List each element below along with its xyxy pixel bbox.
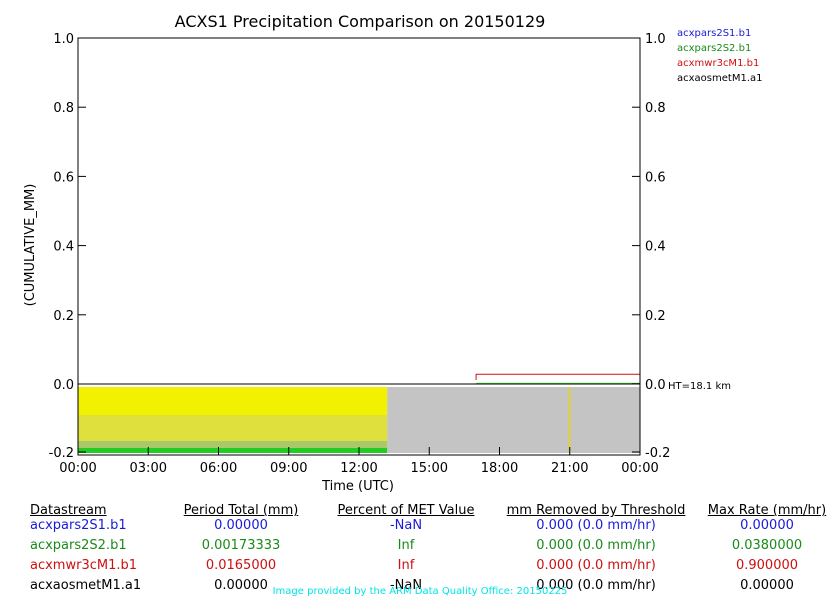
image-credit: Image provided by the ARM Data Quality O… [272,586,568,597]
table-header: Period Total (mm) [183,503,299,518]
x-tick-label: 09:00 [270,461,307,476]
green-fill-band [78,448,388,453]
table-cell: 0.00000 [740,518,794,533]
legend-entry: acxpars2S2.b1 [677,43,751,54]
x-tick-label: 12:00 [340,461,377,476]
right-y-tick-label: 0.6 [645,170,666,185]
table-cell: 0.900000 [735,558,799,573]
x-axis-label: Time (UTC) [321,479,394,494]
chart-title: ACXS1 Precipitation Comparison on 201501… [175,12,546,31]
series-line-acxmwr3cM1-b1 [475,373,640,380]
table-cell: -NaN [389,518,423,533]
x-tick-label: 00:00 [621,461,658,476]
y-tick-label: 0.8 [53,101,74,116]
legend-entry: acxpars2S1.b1 [677,28,751,39]
y-tick-label: -0.2 [49,446,74,461]
table-header: mm Removed by Threshold [506,503,686,518]
table-cell: 0.00000 [214,518,268,533]
legend-entry: acxmwr3cM1.b1 [677,58,759,69]
precipitation-chart: ACXS1 Precipitation Comparison on 201501… [23,12,762,494]
table-cell: Inf [397,538,415,553]
table-cell: Inf [397,558,415,573]
table-cell: 0.00173333 [201,538,281,553]
y-tick-label: 0.4 [53,240,74,255]
table-cell: 0.0165000 [205,558,277,573]
mixed-fill-band [78,415,388,441]
table-cell: acxpars2S2.b1 [30,538,127,553]
table-cell: 0.000 (0.0 mm/hr) [536,578,656,593]
right-y-tick-label: 0.4 [645,240,666,255]
table-cell: 0.000 (0.0 mm/hr) [536,538,656,553]
table-cell: -NaN [389,578,423,593]
y-tick-label: 1.0 [53,32,74,47]
y-tick-label: 0.6 [53,170,74,185]
table-cell: 0.0380000 [731,538,803,553]
x-tick-label: 06:00 [200,461,237,476]
legend-entry: acxaosmetM1.a1 [677,73,762,84]
table-cell: 0.00000 [214,578,268,593]
table-cell: acxmwr3cM1.b1 [30,558,138,573]
x-tick-label: 15:00 [411,461,448,476]
table-cell: 0.000 (0.0 mm/hr) [536,558,656,573]
table-cell: acxpars2S1.b1 [30,518,127,533]
table-header: Max Rate (mm/hr) [707,503,827,518]
gray-fill-region [387,387,640,453]
y-tick-label: 0.2 [53,309,74,324]
right-y-tick-label: 1.0 [645,32,666,47]
x-tick-label: 18:00 [481,461,518,476]
table-cell: acxaosmetM1.a1 [30,578,142,593]
right-y-tick-label: 0.8 [645,101,666,116]
table-cell: 0.00000 [740,578,794,593]
table-header: Percent of MET Value [337,503,475,518]
right-y-tick-label: 0.2 [645,309,666,324]
right-y-tick-label: -0.2 [645,446,670,461]
table-header: Datastream [30,503,107,518]
y-axis-label: (CUMULATIVE_MM) [23,184,38,307]
table-cell: 0.000 (0.0 mm/hr) [536,518,656,533]
y-tick-label: 0.0 [53,378,74,393]
right-y-tick-label: 0.0 [645,378,666,393]
green-mix-band [78,441,388,449]
height-annotation: HT=18.1 km [668,381,731,392]
x-tick-label: 03:00 [130,461,167,476]
x-tick-label: 00:00 [59,461,96,476]
x-tick-label: 21:00 [551,461,588,476]
